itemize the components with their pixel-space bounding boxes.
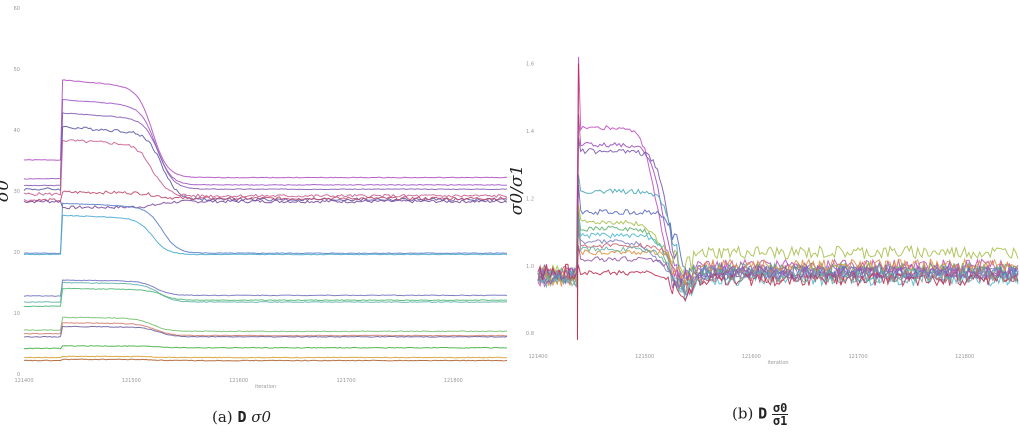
y-tick-label: 0	[17, 372, 20, 378]
x-tick-label: 121600	[229, 378, 248, 384]
series-line	[23, 199, 508, 210]
series-line	[23, 287, 508, 308]
y-tick-label: 1.6	[526, 62, 534, 68]
y-tick-label: 20	[14, 250, 20, 256]
caption-b-denominator: σ1	[772, 414, 788, 428]
x-tick-label: 121800	[955, 354, 974, 360]
y-tick-label: 30	[14, 189, 20, 195]
caption-a-label: (a)	[212, 408, 233, 426]
series-line	[23, 279, 508, 297]
caption-a-symbol: σ0	[251, 408, 272, 426]
series-line	[23, 112, 508, 191]
caption-b-numerator: σ0	[771, 401, 789, 415]
x-tick-label: 121400	[14, 378, 33, 384]
series-line	[23, 325, 508, 338]
x-tick-label: 121700	[336, 378, 355, 384]
series-line	[23, 355, 508, 359]
caption-b: (b) D σ0 σ1	[732, 401, 789, 428]
y-tick-label: 10	[14, 311, 20, 317]
y-tick-label: 1.4	[526, 129, 534, 135]
series-line	[537, 225, 1019, 297]
series-line	[23, 345, 508, 350]
series-line	[537, 56, 1019, 291]
series-line	[537, 205, 1019, 282]
y-tick-label: 1.2	[526, 196, 534, 202]
x-tick-label: 121600	[742, 354, 761, 360]
series-line	[537, 263, 1019, 302]
chart-panel-b: σ0/σ1 0.8 1.0 1.2 1.4 1.6 121400 121500 121600 12…	[510, 0, 1020, 437]
caption-b-fraction: σ0 σ1	[771, 401, 789, 428]
caption-a-name: D	[237, 408, 247, 426]
series-line	[23, 281, 508, 303]
chart-panel-a: σ0 0 10 20 30 40 50 60 121400 121500 121600 121700 1…	[0, 6, 508, 426]
series-line	[23, 214, 508, 256]
sigma-ratio-line-chart: σ0/σ1 0.8 1.0 1.2 1.4 1.6 121400 121500 121600 12…	[510, 56, 1019, 366]
caption-a: (a) D σ0	[212, 408, 271, 426]
caption-b-label: (b)	[732, 404, 754, 423]
series-line	[23, 190, 508, 203]
series-line	[23, 139, 508, 199]
series-line	[23, 125, 508, 202]
y-axis-label: σ0	[0, 180, 13, 203]
series-line	[23, 316, 508, 333]
caption-b-name: D	[758, 404, 768, 423]
y-tick-label: 0.8	[526, 331, 534, 337]
series-line	[537, 245, 1019, 289]
x-tick-label: 121400	[528, 354, 547, 360]
series-line	[537, 114, 1019, 293]
y-tick-label: 1.0	[526, 264, 534, 270]
x-tick-label: 121700	[848, 354, 867, 360]
sigma0-line-chart: σ0 0 10 20 30 40 50 60 121400 121500 121600 121700 1…	[0, 6, 508, 390]
y-tick-label: 50	[14, 67, 20, 73]
x-axis-label: iteration	[255, 384, 276, 390]
y-tick-label: 40	[14, 128, 20, 134]
x-tick-label: 121800	[444, 378, 463, 384]
x-tick-label: 121500	[122, 378, 141, 384]
series-line	[23, 322, 508, 337]
series-line	[23, 358, 508, 362]
y-axis-label: σ0/σ1	[510, 165, 527, 216]
x-axis-label: iteration	[767, 360, 788, 366]
series-line	[23, 202, 508, 255]
series-line	[537, 225, 1019, 296]
x-tick-label: 121500	[635, 354, 654, 360]
y-tick-label: 60	[14, 6, 20, 12]
series-line	[23, 79, 508, 179]
series-line	[23, 98, 508, 186]
series-line	[537, 218, 1019, 302]
